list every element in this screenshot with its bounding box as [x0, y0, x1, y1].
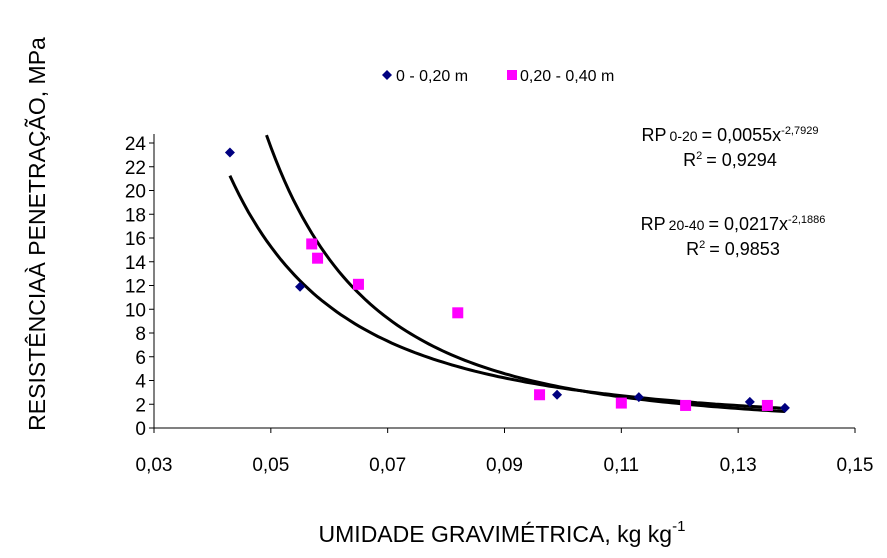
y-tick-label: 22 [125, 158, 146, 179]
x-axis-title-sup: -1 [672, 518, 685, 535]
x-tick-label: 0,03 [136, 455, 173, 476]
trendline-2-label-eq: = 0,0217x [708, 214, 788, 234]
series-2-point [452, 307, 464, 319]
y-tick-label: 18 [125, 205, 146, 226]
series-2-point [306, 238, 318, 250]
y-axis-title: RESISTÊNCIAÀ PENETRAÇÃO, MPa [24, 37, 50, 431]
series-1-point [224, 147, 235, 158]
y-tick-label: 6 [135, 348, 146, 369]
trendline-1-equation: RP 0-20 = 0,0055x-2,7929 [642, 125, 819, 145]
series-2-point [680, 399, 692, 411]
trendlines [228, 134, 785, 413]
trendline-2-r2: R2 = 0,9853 [686, 239, 780, 259]
trendline-2-equation: RP 20-40 = 0,0217x-2,1886 [641, 214, 826, 234]
x-axis-title-main: UMIDADE GRAVIMÉTRICA, kg kg [319, 521, 673, 547]
trendline-2-label-sub: 20-40 [669, 217, 705, 233]
legend-label-series-1: 0 - 0,20 m [396, 68, 468, 85]
y-tick-label: 12 [125, 277, 146, 298]
series-2-point [534, 389, 546, 401]
series-2-point [761, 399, 773, 411]
trendline-2-r2-sup: 2 [699, 239, 705, 251]
y-tick-label: 0 [135, 419, 146, 440]
trendline-2-label-main: RP [641, 214, 666, 234]
trendline-1-r2-prefix: R [683, 150, 696, 170]
legend-marker-series-1 [382, 70, 392, 80]
x-tick-label: 0,15 [837, 455, 874, 476]
y-tick-label: 10 [125, 300, 146, 321]
series-1-point [779, 402, 790, 413]
trendline-1-annotation: RP 0-20 = 0,0055x-2,7929 R2 = 0,9294 [642, 125, 819, 170]
y-tick-label: 8 [135, 324, 146, 345]
series-2-point [312, 252, 324, 264]
y-tick-label: 20 [125, 182, 146, 203]
y-tick-label: 4 [135, 372, 146, 393]
trendline-1 [265, 134, 785, 413]
series-1-point [552, 389, 563, 400]
x-tick-label: 0,09 [486, 455, 523, 476]
legend-marker-series-2 [507, 70, 517, 80]
trendline-1-r2: R2 = 0,9294 [683, 150, 777, 170]
y-tick-label: 2 [135, 395, 146, 416]
y-tick-label: 16 [125, 229, 146, 250]
trendline-1-label-main: RP [642, 125, 667, 145]
series-2-point [615, 397, 627, 409]
trendline-1-r2-value: = 0,9294 [706, 150, 777, 170]
trendline-2-r2-value: = 0,9853 [709, 239, 780, 259]
trendline-1-label-sub: 0-20 [670, 128, 698, 144]
y-tick-label: 24 [125, 134, 147, 155]
trendline-2-r2-prefix: R [686, 239, 699, 259]
trendline-2 [228, 175, 785, 410]
series-2-point [352, 278, 364, 290]
trendline-1-r2-sup: 2 [696, 150, 702, 162]
data-points [224, 147, 790, 413]
series-1-point [744, 396, 755, 407]
x-tick-label: 0,11 [604, 455, 640, 476]
x-axis-title: UMIDADE GRAVIMÉTRICA, kg kg-1 [319, 518, 686, 547]
legend: 0 - 0,20 m 0,20 - 0,40 m [382, 68, 614, 85]
trendline-1-label-eq: = 0,0055x [702, 125, 782, 145]
legend-label-series-2: 0,20 - 0,40 m [520, 68, 614, 85]
x-tick-label: 0,07 [369, 455, 406, 476]
x-tick-label: 0,13 [720, 455, 757, 476]
y-tick-label: 14 [125, 253, 147, 274]
x-tick-label: 0,05 [252, 455, 289, 476]
trendline-2-label-exp: -2,1886 [788, 214, 825, 226]
series-1-point [633, 392, 644, 403]
trendline-2-annotation: RP 20-40 = 0,0217x-2,1886 R2 = 0,9853 [641, 214, 826, 259]
series-1-point [295, 281, 306, 292]
trendline-1-label-exp: -2,7929 [781, 125, 818, 137]
